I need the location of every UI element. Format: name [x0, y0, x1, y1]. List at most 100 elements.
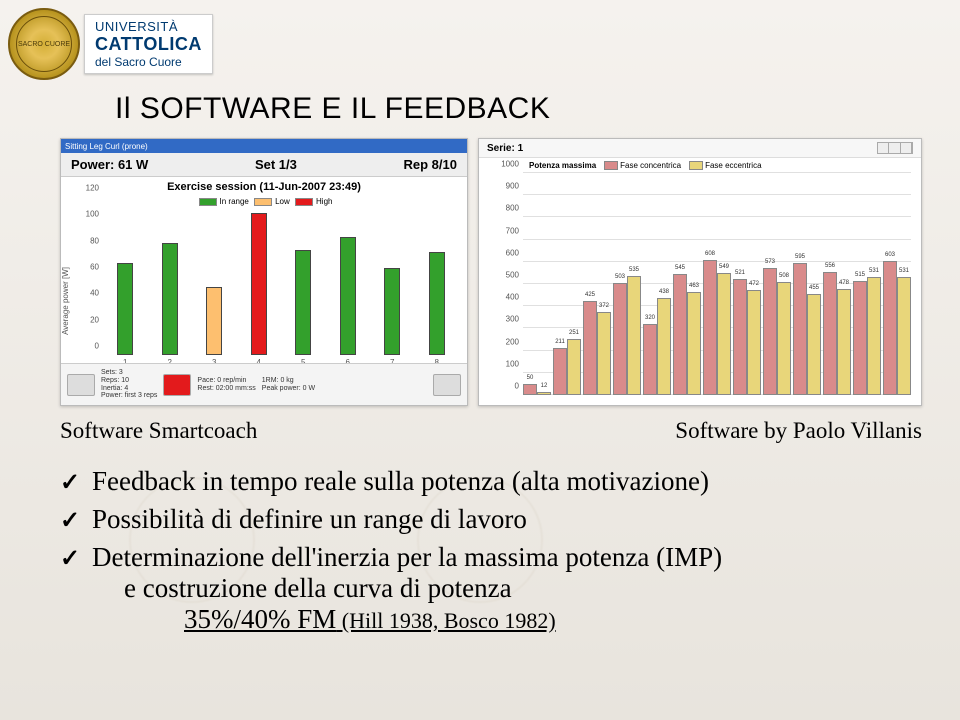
seal-text: SACRO CUORE — [18, 41, 70, 48]
rc-bar-eccentrica: 438 — [657, 298, 671, 395]
sc-bar-slot — [370, 197, 415, 355]
rc-group: 425 372 — [583, 173, 611, 395]
rc-group: 503535 — [613, 173, 641, 395]
sc-footer: Sets: 3Reps: 10Inertia: 4Power: first 3 … — [61, 363, 467, 405]
sc-ytick: 20 — [90, 315, 99, 324]
rc-bar-eccentrica: 455 — [807, 294, 821, 395]
villanis-window: Serie: 1 Potenza massima Fase concentric… — [478, 138, 922, 406]
bullet-3b: e costruzione della curva di potenza — [92, 573, 512, 603]
sc-bar — [162, 243, 178, 355]
bullet-3a: Determinazione dell'inerzia per la massi… — [92, 542, 722, 572]
window-controls[interactable] — [877, 142, 913, 154]
sc-ytick: 80 — [90, 236, 99, 245]
rc-bar-eccentrica: 531 — [867, 277, 881, 395]
uni-line1: UNIVERSITÀ — [95, 19, 202, 34]
rc-group: 521472 — [733, 173, 761, 395]
bullet-2: Possibilità di definire un range di lavo… — [60, 504, 890, 535]
rc-group: 545463 — [673, 173, 701, 395]
rc-ytick: 600 — [506, 248, 519, 257]
rc-bar-eccentrica: 531 — [897, 277, 911, 395]
rc-bar-value: 211 — [555, 339, 565, 345]
exercise-icon — [67, 374, 95, 396]
rc-bar-concentrica: 545 — [673, 274, 687, 395]
rc-ytick: 800 — [506, 204, 519, 213]
rc-group: 211251 — [553, 173, 581, 395]
rc-bar-concentrica: 573 — [763, 268, 777, 395]
smartcoach-header: Power: 61 W Set 1/3 Rep 8/10 — [61, 153, 467, 177]
rc-window-title: Serie: 1 — [487, 143, 523, 154]
rc-group: 603531 — [883, 173, 911, 395]
rc-ytick: 700 — [506, 226, 519, 235]
rc-group: 573508 — [763, 173, 791, 395]
sc-bar-slot — [415, 197, 460, 355]
rc-group: 556478 — [823, 173, 851, 395]
rc-bar-value: 556 — [825, 263, 835, 269]
pace-icon — [163, 374, 191, 396]
bullet-list: Feedback in tempo reale sulla potenza (a… — [60, 466, 890, 642]
sc-ctrl-exercise[interactable] — [67, 374, 95, 396]
rc-bar-concentrica: 608 — [703, 260, 717, 395]
rc-bar-eccentrica: 251 — [567, 339, 581, 395]
bullet-1: Feedback in tempo reale sulla potenza (a… — [60, 466, 890, 497]
rc-yaxis: 01002003004005006007008009001000 — [481, 173, 519, 395]
rc-ytick: 200 — [506, 337, 519, 346]
rc-ytick: 1000 — [501, 160, 519, 169]
sc-footer-col3: 1RM: 0 kgPeak power: 0 W — [262, 377, 315, 392]
sc-rep: Rep 8/10 — [404, 157, 457, 172]
university-card: UNIVERSITÀ CATTOLICA del Sacro Cuore — [84, 14, 213, 74]
rc-bar-concentrica: 211 — [553, 348, 567, 395]
swatch-concentrica — [604, 161, 618, 170]
rc-bar-value: 549 — [719, 264, 729, 270]
rc-ytick: 400 — [506, 293, 519, 302]
sc-bar — [429, 252, 445, 355]
rc-bar-value: 372 — [599, 303, 609, 309]
sc-power: Power: 61 W — [71, 157, 148, 172]
header-logos: SACRO CUORE UNIVERSITÀ CATTOLICA del Sac… — [8, 8, 213, 80]
rc-bar-value: 608 — [705, 251, 715, 257]
bullet-4: 35%/40% FM (Hill 1938, Bosco 1982) — [92, 604, 556, 634]
rc-bar-eccentrica: 372 — [597, 312, 611, 395]
sc-yaxis: 020406080100120 — [65, 197, 99, 355]
rc-bar-value: 320 — [645, 315, 655, 321]
rc-bar-concentrica: 50 — [523, 384, 537, 395]
rc-bar-value: 251 — [569, 330, 579, 336]
sc-set: Set 1/3 — [255, 157, 297, 172]
sc-bar — [117, 263, 133, 355]
bullet-3: Determinazione dell'inerzia per la massi… — [60, 542, 890, 635]
rc-bar-value: 425 — [585, 292, 595, 298]
sc-bar-slot — [281, 197, 326, 355]
captions-row: Software Smartcoach Software by Paolo Vi… — [60, 418, 922, 444]
sc-session: Exercise session (11-Jun-2007 23:49) — [61, 177, 467, 197]
rc-group: 595455 — [793, 173, 821, 395]
rc-group: 5012 — [523, 173, 551, 395]
sc-ytick: 0 — [95, 342, 99, 351]
rc-bar-concentrica: 595 — [793, 263, 807, 395]
sc-ctrl-pace[interactable] — [163, 374, 191, 396]
rc-bars: 5012211251425372503535320438545463608549… — [523, 173, 911, 395]
rc-bar-concentrica: 515 — [853, 281, 867, 395]
rc-ytick: 300 — [506, 315, 519, 324]
rc-bar-value: 438 — [659, 289, 669, 295]
rc-group: 320438 — [643, 173, 671, 395]
sc-bar-slot — [148, 197, 193, 355]
rc-ytick: 0 — [515, 382, 519, 391]
caption-left: Software Smartcoach — [60, 418, 257, 444]
sc-chart-area — [103, 197, 459, 355]
rc-bar-value: 472 — [749, 281, 759, 287]
rc-bar-value: 515 — [855, 272, 865, 278]
rc-bar-eccentrica: 549 — [717, 273, 731, 395]
sc-bar — [295, 250, 311, 355]
sc-bar-slot — [103, 197, 148, 355]
legend-concentrica: Fase concentrica — [620, 161, 681, 170]
rc-ytick: 500 — [506, 271, 519, 280]
rc-group: 608549 — [703, 173, 731, 395]
slide-title: Il SOFTWARE E IL FEEDBACK — [115, 92, 550, 126]
sc-ctrl-end[interactable] — [433, 374, 461, 396]
rc-bar-value: 545 — [675, 265, 685, 271]
sc-footer-col1: Sets: 3Reps: 10Inertia: 4Power: first 3 … — [101, 369, 157, 400]
rc-bar-value: 595 — [795, 254, 805, 260]
sc-bars — [103, 197, 459, 355]
rc-bar-value: 535 — [629, 267, 639, 273]
sc-ytick: 120 — [86, 184, 99, 193]
rc-bar-value: 531 — [869, 268, 879, 274]
